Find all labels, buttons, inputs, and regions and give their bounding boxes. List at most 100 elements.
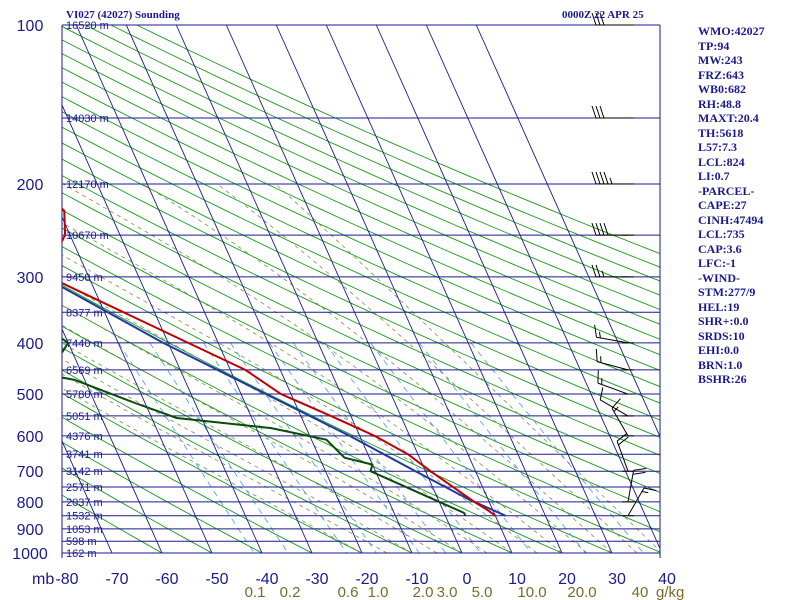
wind-barb-flag: [603, 171, 609, 185]
wind-barb: [597, 370, 634, 395]
wind-barb: [591, 222, 634, 236]
wind-barb-flag: [616, 432, 628, 442]
sounding-profiles: [62, 207, 506, 517]
mixing-ratio-label: 40: [632, 584, 649, 600]
wind-barb-flag: [599, 171, 605, 185]
wind-barb-staff: [596, 361, 629, 371]
temperature-tick-label: 20: [558, 571, 576, 588]
wind-barb-flag: [643, 487, 657, 492]
mixing-ratio-label: 3.0: [437, 584, 458, 600]
wind-barb-flag: [611, 398, 621, 409]
wind-barb-half: [599, 331, 601, 339]
mixing-ratio-label: 20.0: [567, 584, 596, 600]
wind-barb: [622, 468, 647, 503]
pressure-tick-label: 400: [17, 336, 44, 353]
wind-barb-staff: [616, 440, 629, 472]
height-label: 14030 m: [66, 113, 109, 125]
dry-adiabat: [62, 192, 660, 475]
wind-barb-flag: [591, 12, 597, 26]
isotherm: [0, 25, 12, 553]
parcel-trace: [62, 285, 506, 517]
mixing-ratio-label: 0.1: [245, 584, 266, 600]
sounding-index: LCL:735: [698, 227, 745, 241]
isotherm: [75, 24, 313, 553]
isobars: [61, 24, 661, 558]
sounding-index: STM:277/9: [698, 285, 756, 299]
wind-barb-staff: [627, 470, 635, 502]
height-label: 1532 m: [66, 511, 103, 523]
dry-adiabat: [62, 53, 660, 325]
sounding-index: BRN:1.0: [698, 357, 743, 372]
wind-barb-staff: [627, 487, 645, 516]
height-label: 162 m: [66, 548, 97, 560]
wind-barb-flag: [591, 171, 597, 185]
dry-adiabat: [62, 81, 660, 356]
temperature-tick-label: 0: [463, 571, 472, 588]
wind-barb: [591, 105, 634, 119]
dry-adiabat: [62, 39, 660, 311]
pressure-tick-label: 200: [17, 177, 44, 194]
mixing-ratio-line: [149, 342, 289, 553]
dry-adiabat: [62, 67, 660, 340]
wind-barb-staff: [600, 399, 629, 417]
height-label: 5051 m: [66, 411, 103, 423]
height-label: 8377 m: [66, 307, 103, 319]
dry-adiabat: [62, 142, 660, 421]
mixing-ratio-line: [268, 342, 420, 553]
wind-barb-flag: [599, 222, 605, 236]
sounding-indices-panel: WMO:42027 TP:94 MW:243 FRZ:643 WB0:682 RH:48.…: [698, 24, 765, 387]
isotherm: [62, 439, 113, 553]
height-label: 9450 m: [66, 272, 103, 284]
sounding-index: WMO:42027: [698, 24, 765, 38]
sounding-index: SHR+:0.0: [698, 314, 749, 328]
temperature-tick-label: -30: [305, 571, 328, 588]
height-label: 2037 m: [66, 497, 103, 509]
pressure-tick-label: 900: [17, 522, 44, 539]
wind-barb-flag: [595, 222, 601, 236]
height-label: 6569 m: [66, 365, 103, 377]
wind-barb-flag: [591, 105, 597, 119]
sounding-index: WB0:682: [698, 82, 746, 96]
moist-adiabat: [62, 342, 438, 553]
wind-barb-flag: [591, 264, 597, 278]
dry-adiabat: [62, 325, 513, 553]
wind-barb-half: [641, 491, 649, 494]
dry-adiabat: [62, 126, 660, 404]
wind-barb-flag: [595, 12, 601, 26]
temperature-tick-label: 30: [608, 571, 626, 588]
wind-barbs: [591, 12, 657, 517]
pressure-tick-label: 1000: [12, 546, 48, 563]
wind-barb-staff: [597, 382, 629, 395]
wind-barb-flag: [599, 12, 605, 26]
mixing-ratio-label: 10.0: [517, 584, 546, 600]
wind-barb: [599, 387, 634, 417]
isotherm: [375, 24, 613, 553]
wind-barb: [591, 264, 634, 278]
height-label: 2571 m: [66, 482, 103, 494]
sounding-index: BSHR:26: [698, 372, 747, 386]
wind-barb-flag: [599, 105, 605, 119]
temperature-trace: [62, 207, 496, 517]
sounding-index: EHI:0.0: [698, 343, 740, 357]
height-label: 598 m: [66, 536, 97, 548]
pressure-tick-label: 700: [17, 464, 44, 481]
sounding-index: FRZ:643: [698, 67, 744, 82]
temperature-tick-label: -40: [255, 571, 278, 588]
temperature-tick-label: -10: [405, 571, 428, 588]
height-labels: 16520 m 14030 m 12170 m 10670 m 9450 m 8377 m…: [66, 20, 109, 560]
isotherm: [62, 327, 163, 553]
wind-barb-flag: [591, 222, 597, 236]
height-label: 3142 m: [66, 466, 103, 478]
wind-barb-flag: [595, 105, 601, 119]
isotherm: [125, 24, 363, 553]
sounding-index: LFC:-1: [698, 256, 736, 270]
dry-adiabat: [62, 209, 660, 493]
sounding-index: CAPE:27: [698, 198, 747, 212]
wind-barb-staff: [596, 336, 629, 344]
moist-adiabat: [62, 183, 588, 553]
dewpoint-trace: [62, 337, 467, 517]
dry-adiabat: [110, 24, 660, 268]
wind-barb-flag: [599, 387, 604, 400]
